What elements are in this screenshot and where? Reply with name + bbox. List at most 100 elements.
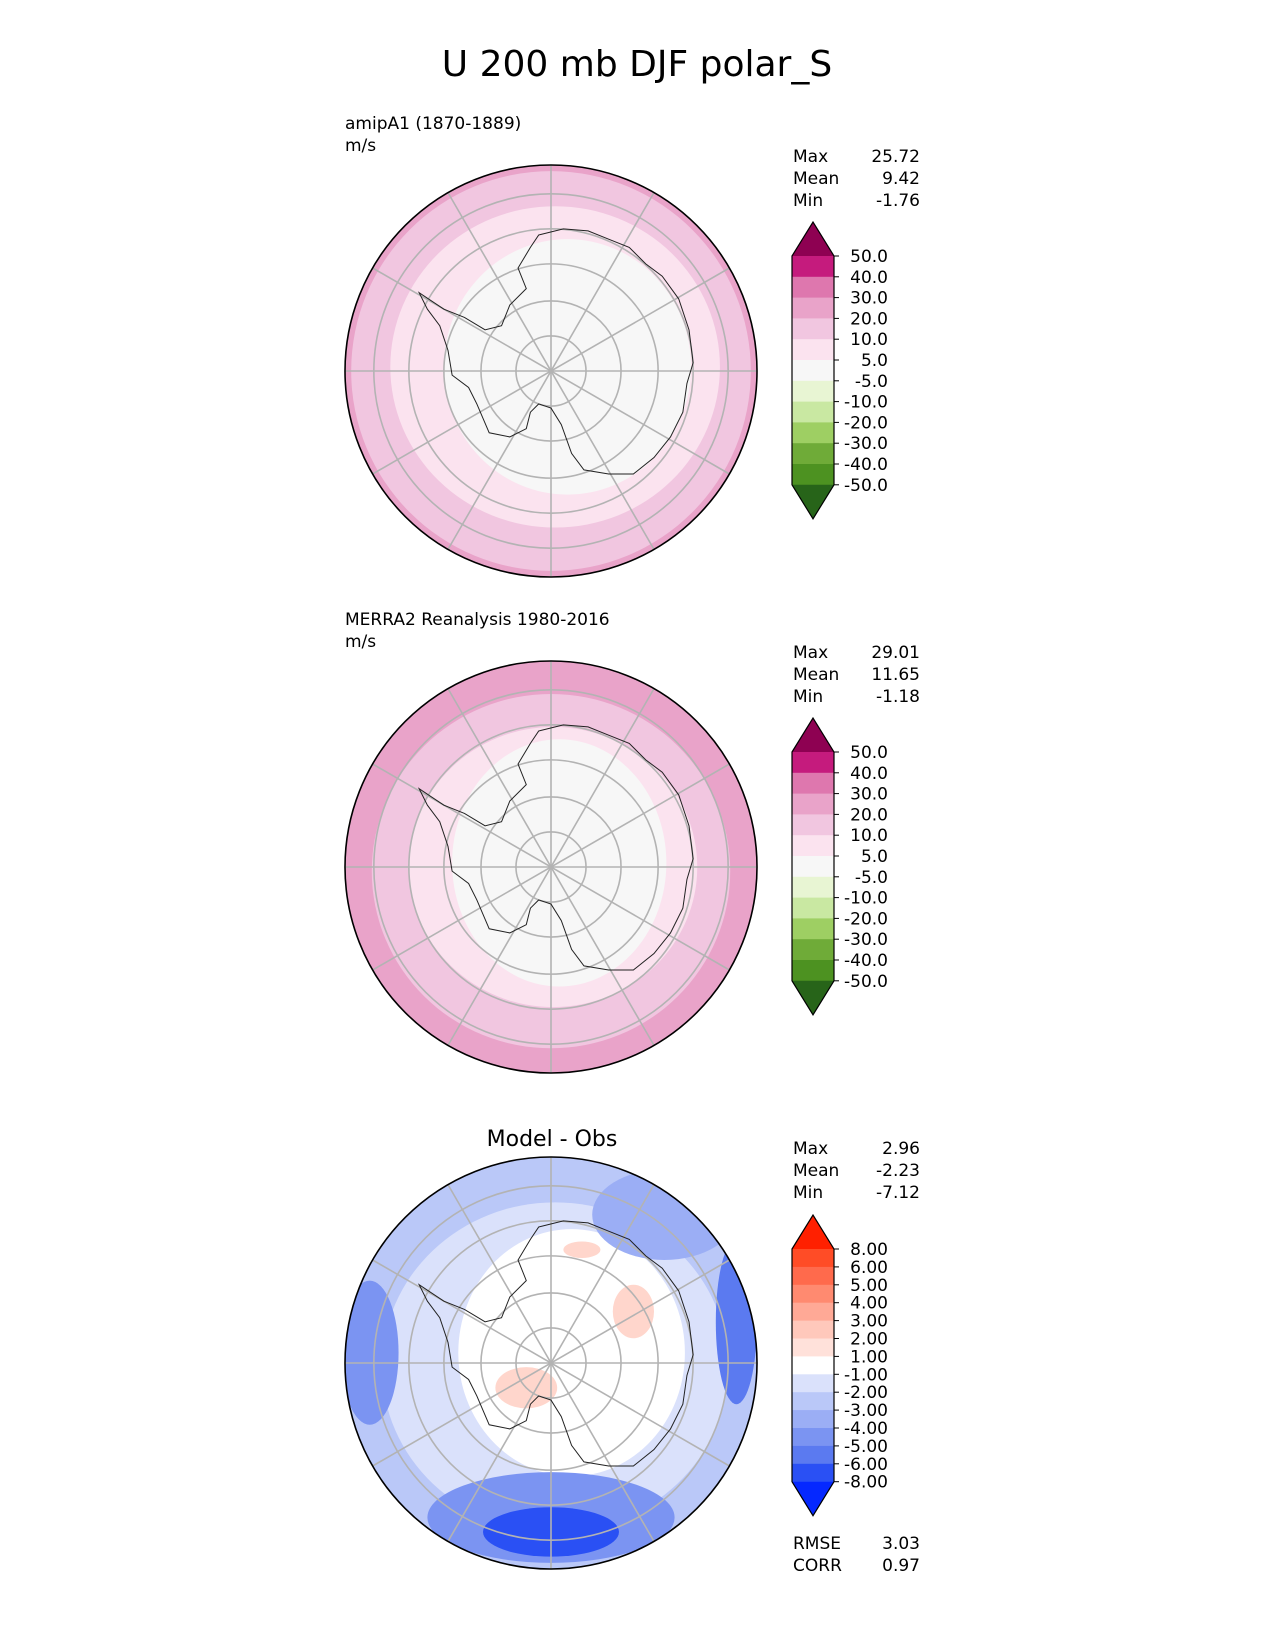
map-border <box>344 660 758 1074</box>
colorbar-tick-label: -40.0 <box>844 455 888 475</box>
colorbar-tick-label: -30.0 <box>844 434 888 454</box>
colorbar-swatch <box>792 814 834 836</box>
stat-value: -1.18 <box>876 687 920 707</box>
stat-value: -2.23 <box>876 1161 920 1181</box>
colorbar-swatch <box>792 276 834 299</box>
colorbar-tick-label: 3.00 <box>850 1312 888 1332</box>
stat-value: 2.96 <box>882 1139 920 1159</box>
colorbar-swatch <box>792 793 834 815</box>
colorbar-tick-label: 40.0 <box>850 764 888 784</box>
colorbar-swatch <box>792 1410 834 1429</box>
stat-value: 25.72 <box>871 147 920 167</box>
colorbar-swatch <box>792 1249 834 1268</box>
colorbar-upper-extend <box>792 222 834 256</box>
colorbar-tick-label: -5.0 <box>855 868 888 888</box>
footer-stat-label: CORR <box>793 1556 842 1576</box>
colorbar-upper-extend <box>792 1215 834 1249</box>
stat-label: Max <box>793 1139 828 1159</box>
colorbar-tick-label: -3.00 <box>844 1401 888 1421</box>
stat-label: Mean <box>793 1161 839 1181</box>
contour-patch <box>563 1241 601 1258</box>
colorbar-swatch <box>792 1392 834 1411</box>
colorbar-swatch <box>792 918 834 940</box>
antarctica-coastline <box>417 724 694 971</box>
polar-map <box>345 1157 757 1569</box>
stat-label: Mean <box>793 169 839 189</box>
antarctica-coastline <box>417 1220 694 1467</box>
colorbar: 8.006.005.004.003.002.001.00-1.00-2.00-3… <box>791 1213 888 1517</box>
colorbar-lower-extend <box>792 484 834 519</box>
colorbar: 50.040.030.020.010.05.0-5.0-10.0-20.0-30… <box>791 716 888 1016</box>
colorbar-tick-label: 50.0 <box>850 247 888 267</box>
colorbar-tick-label: 5.0 <box>861 351 888 371</box>
colorbar-tick-label: -4.00 <box>844 1419 888 1439</box>
contour-patch <box>345 1280 399 1425</box>
contour-band <box>458 1229 685 1477</box>
colorbar-lower-extend <box>792 980 834 1015</box>
colorbar-tick-label: -5.00 <box>844 1437 888 1457</box>
colorbar-swatch <box>792 1338 834 1357</box>
map-border <box>344 1156 758 1570</box>
contour-patch <box>592 1169 737 1261</box>
colorbar-upper-extend <box>792 718 834 752</box>
panel-header-line: amipA1 (1870-1889) <box>345 114 521 134</box>
colorbar-swatch <box>792 876 834 899</box>
panel-test: amipA1 (1870-1889)m/s Max 25.72 Mean 9.42 Min… <box>344 114 920 578</box>
colorbar-lower-extend <box>792 1481 834 1516</box>
stat-label: Max <box>793 643 828 663</box>
panel-difference: Model - Obs Max 2.96 Mean -2.23 Min -7.12 8.006… <box>344 1127 920 1576</box>
stat-label: Min <box>793 1183 823 1203</box>
contour-band <box>443 239 692 495</box>
colorbar-swatch <box>792 1445 834 1465</box>
stat-value: 29.01 <box>871 643 920 663</box>
colorbar-tick-label: -20.0 <box>844 909 888 929</box>
colorbar-tick-label: -6.00 <box>844 1455 888 1475</box>
colorbar-tick-label: 6.00 <box>850 1258 888 1278</box>
colorbar-tick-label: -5.0 <box>855 372 888 392</box>
colorbar-swatch <box>792 339 834 361</box>
panels: amipA1 (1870-1889) m/s Max 25.72 Mean 9.42 Min… <box>344 114 920 1576</box>
figure-title: U 200 mb DJF polar_S <box>442 44 832 85</box>
colorbar-tick-label: -10.0 <box>844 393 888 413</box>
colorbar-tick-label: -2.00 <box>844 1383 888 1403</box>
colorbar-tick-label: 4.00 <box>850 1294 888 1314</box>
colorbar-swatch <box>792 939 834 961</box>
colorbar-swatch <box>792 1463 834 1483</box>
colorbar-swatch <box>792 856 834 878</box>
colorbar-swatch <box>792 1284 834 1304</box>
colorbar-swatch <box>792 1302 834 1322</box>
colorbar-swatch <box>792 380 834 403</box>
footer-stat-value: 3.03 <box>882 1534 920 1554</box>
colorbar-swatch <box>792 360 834 382</box>
footer-stat-value: 0.97 <box>882 1556 920 1576</box>
colorbar-tick-label: 5.00 <box>850 1276 888 1296</box>
colorbar-tick-label: 30.0 <box>850 289 888 309</box>
colorbar-swatch <box>792 1320 834 1339</box>
colorbar-tick-label: 10.0 <box>850 330 888 350</box>
panel-header-line: m/s <box>345 632 376 652</box>
colorbar-tick-label: -30.0 <box>844 930 888 950</box>
colorbar-tick-label: -20.0 <box>844 413 888 433</box>
colorbar-swatch <box>792 1266 834 1286</box>
colorbar-tick-label: 10.0 <box>850 826 888 846</box>
colorbar-tick-label: -1.00 <box>844 1365 888 1385</box>
polar-map <box>345 165 757 577</box>
colorbar-swatch <box>792 422 834 444</box>
colorbar-tick-label: 5.0 <box>861 847 888 867</box>
colorbar-swatch <box>792 401 834 423</box>
stat-value: 11.65 <box>871 665 920 685</box>
stat-value: -1.76 <box>876 191 920 211</box>
colorbar-tick-label: 20.0 <box>850 309 888 329</box>
colorbar-swatch <box>792 464 834 486</box>
colorbar-swatch <box>792 1374 834 1393</box>
colorbar-tick-label: -50.0 <box>844 972 888 992</box>
stat-value: 9.42 <box>882 169 920 189</box>
colorbar-swatch <box>792 772 834 795</box>
colorbar-tick-label: 40.0 <box>850 268 888 288</box>
panel-centered-title: Model - Obs <box>487 1127 618 1152</box>
footer-stat-label: RMSE <box>793 1534 841 1554</box>
colorbar-tick-label: 20.0 <box>850 805 888 825</box>
colorbar-tick-label: -10.0 <box>844 889 888 909</box>
